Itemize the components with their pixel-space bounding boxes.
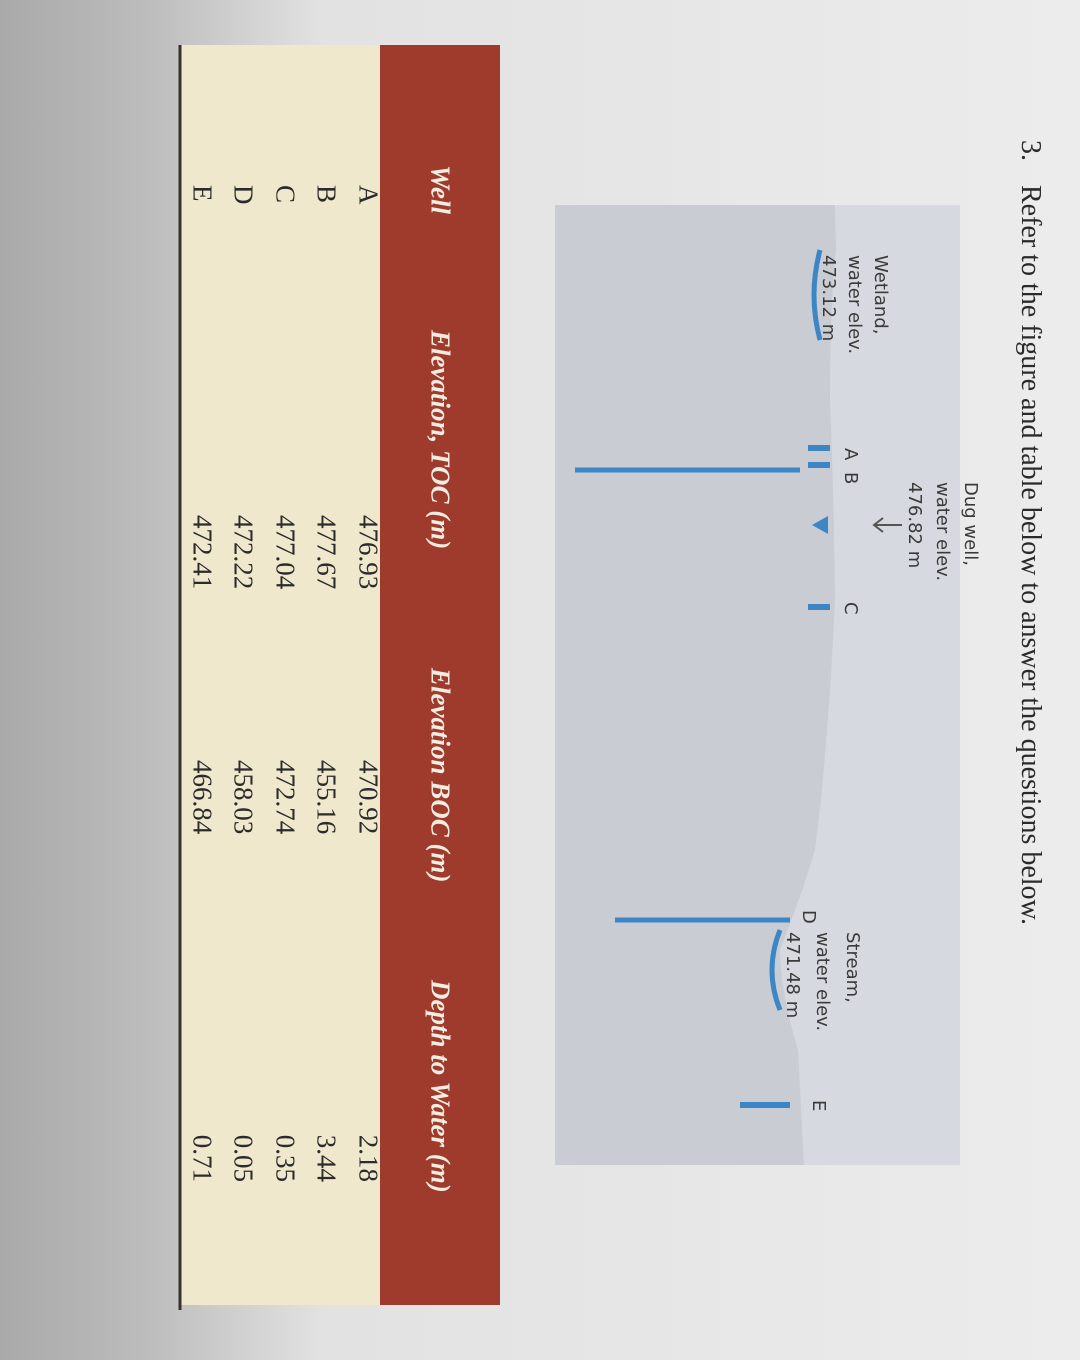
- column-header: Elevation BOC (m): [425, 668, 456, 883]
- wetland-label: water elev.: [844, 255, 865, 355]
- table-cell: 0.05: [229, 1134, 259, 1182]
- table-cell: 455.16: [312, 760, 342, 835]
- table-cell: E: [187, 185, 218, 202]
- table-cell: 476.93: [353, 515, 384, 590]
- column-header: Elevation, TOC (m): [425, 330, 456, 550]
- well-label: D: [798, 910, 819, 924]
- question-number: 3.: [1015, 140, 1046, 161]
- table-cell: 472.41: [187, 515, 218, 590]
- dug-well-label: Dug well,: [960, 482, 981, 566]
- dug-well-label: 476.82 m: [904, 482, 925, 569]
- table-header-band: [380, 45, 500, 1305]
- stream-label: Stream,: [842, 932, 863, 1003]
- table-cell: C: [270, 185, 301, 204]
- table-cell: 470.92: [353, 760, 384, 835]
- table-cell: 3.44: [312, 1134, 342, 1182]
- table-cell: 472.22: [229, 515, 259, 590]
- wetland-label: 473.12 m: [818, 255, 839, 342]
- well-label: B: [840, 472, 861, 485]
- well-label: E: [808, 1100, 829, 1112]
- stream-label: water elev.: [812, 932, 833, 1032]
- table-body: [180, 45, 380, 1305]
- table-cell: 2.18: [353, 1134, 384, 1182]
- stream-label: 471.48 m: [782, 932, 803, 1019]
- stream-water: [769, 929, 783, 1011]
- well-label: C: [840, 602, 861, 615]
- table-cell: 477.04: [270, 515, 301, 590]
- wetland-water: [811, 249, 823, 341]
- arrow-head: [872, 517, 884, 533]
- table-cell: 472.74: [270, 760, 301, 835]
- table-cell: D: [229, 185, 259, 205]
- table-cell: 477.67: [312, 515, 342, 590]
- table-cell: 0.71: [187, 1134, 218, 1182]
- column-header: Well: [425, 165, 456, 214]
- ground: [555, 205, 836, 1165]
- wetland-label: Wetland,: [870, 255, 891, 335]
- well-label: A: [840, 448, 861, 461]
- table-cell: 466.84: [187, 760, 218, 835]
- table-cell: 0.35: [270, 1134, 301, 1182]
- question-text: Refer to the figure and table below to a…: [1015, 185, 1046, 925]
- table-cell: B: [312, 185, 342, 204]
- table-cell: A: [353, 185, 384, 205]
- column-header: Depth to Water (m): [425, 980, 456, 1193]
- dug-well-label: water elev.: [932, 482, 953, 582]
- dug-well-marker: [812, 516, 828, 534]
- table-cell: 458.03: [229, 760, 259, 835]
